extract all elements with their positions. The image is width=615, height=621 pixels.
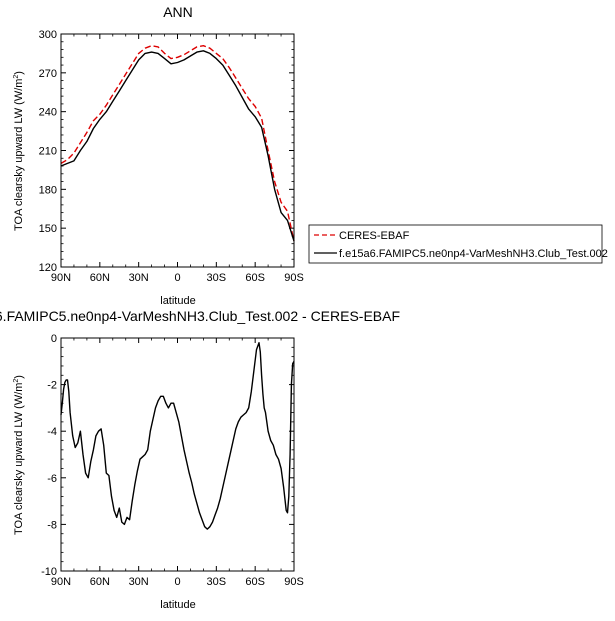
top-series-lines: [60, 45, 295, 242]
top-x-tick-label: 90N: [51, 272, 71, 284]
bottom-chart: f.e15a6.FAMIPC5.ne0np4-VarMeshNH3.Club_T…: [0, 308, 400, 611]
bottom-y-tick-label: -8: [47, 519, 57, 531]
bottom-series-line-0: [60, 342, 295, 530]
top-chart-title: ANN: [163, 4, 193, 20]
top-ticks: [60, 33, 295, 268]
legend-label-model: f.e15a6.FAMIPC5.ne0np4-VarMeshNH3.Club_T…: [339, 248, 608, 260]
legend-label-ceres: CERES-EBAF: [339, 230, 410, 242]
bottom-x-axis-label: latitude: [160, 599, 195, 611]
legend: CERES-EBAF f.e15a6.FAMIPC5.ne0np4-VarMes…: [308, 224, 608, 264]
bottom-x-tick-label: 30S: [207, 576, 227, 588]
top-x-tick-label: 30S: [207, 272, 227, 284]
bottom-y-axis-label: TOA clearsky upward LW (W/m2): [13, 375, 25, 535]
top-series-line-0: [60, 45, 295, 242]
top-y-axis-label: TOA clearsky upward LW (W/m2): [13, 71, 25, 231]
top-x-axis-label: latitude: [160, 295, 195, 307]
top-chart: ANN latitude TOA clearsky upward LW (W/m…: [13, 4, 304, 307]
top-x-tick-label: 30N: [129, 272, 149, 284]
top-y-tick-label: 270: [39, 68, 57, 80]
top-y-tick-label: 120: [39, 262, 57, 274]
top-tick-labels: 90N 60N 30N 0 30S 60S 90S 120 150 180 210 240 270 300: [39, 29, 304, 284]
top-series-line-1: [60, 50, 295, 242]
bottom-y-tick-label: -2: [47, 380, 57, 392]
legend-box: [308, 224, 603, 264]
top-x-tick-label: 60S: [245, 272, 265, 284]
bottom-y-tick-label: -6: [47, 473, 57, 485]
bottom-x-tick-label: 30N: [129, 576, 149, 588]
bottom-chart-title: f.e15a6.FAMIPC5.ne0np4-VarMeshNH3.Club_T…: [0, 308, 400, 324]
bottom-x-tick-label: 0: [174, 576, 180, 588]
bottom-x-tick-label: 60N: [90, 576, 110, 588]
top-x-tick-label: 60N: [90, 272, 110, 284]
bottom-x-tick-label: 90S: [284, 576, 304, 588]
top-y-tick-label: 300: [39, 29, 57, 41]
bottom-series-lines: [60, 342, 295, 530]
bottom-plot-frame: [60, 337, 295, 572]
top-x-tick-label: 0: [174, 272, 180, 284]
top-y-tick-label: 240: [39, 107, 57, 119]
bottom-y-tick-label: 0: [51, 333, 57, 345]
bottom-y-tick-label: -4: [47, 426, 57, 438]
top-x-tick-label: 90S: [284, 272, 304, 284]
top-plot-frame: [60, 33, 295, 268]
bottom-tick-labels: 90N 60N 30N 0 30S 60S 90S -10 -8 -6 -4 -2 0: [41, 333, 304, 588]
bottom-ticks: [60, 337, 295, 572]
top-y-tick-label: 150: [39, 223, 57, 235]
bottom-x-tick-label: 60S: [245, 576, 265, 588]
bottom-x-tick-label: 90N: [51, 576, 71, 588]
top-y-tick-label: 180: [39, 184, 57, 196]
top-y-tick-label: 210: [39, 146, 57, 158]
bottom-y-tick-label: -10: [41, 566, 57, 578]
